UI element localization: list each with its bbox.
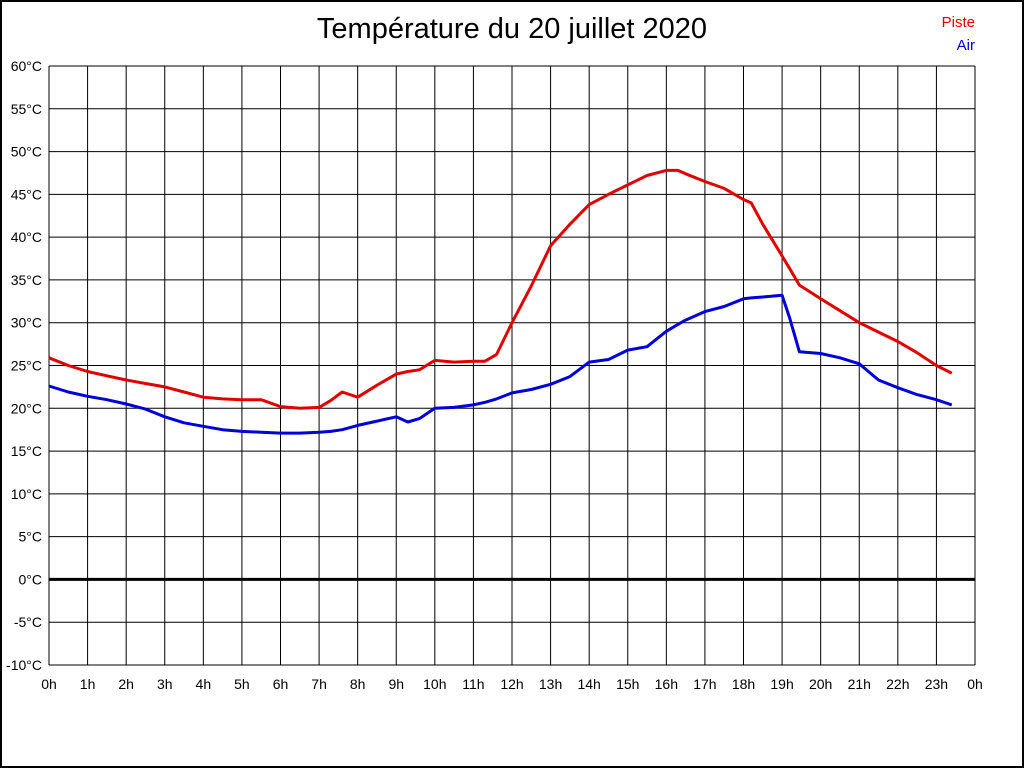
- series-line-air: [48, 293, 953, 435]
- legend-item-piste: Piste: [941, 14, 975, 31]
- y-tick-label: 10°C: [11, 486, 42, 502]
- x-tick-label: 12h: [500, 676, 523, 692]
- chart-title: Température du 20 juillet 2020: [316, 13, 708, 45]
- y-tick-label: 50°C: [11, 144, 42, 160]
- x-tick-label: 10h: [423, 676, 446, 692]
- x-tick-label: 5h: [234, 676, 250, 692]
- x-tick-label: 21h: [848, 676, 871, 692]
- y-tick-label: 35°C: [11, 272, 42, 288]
- x-tick-label: 9h: [388, 676, 404, 692]
- y-tick-label: 45°C: [11, 186, 42, 202]
- x-tick-label: 23h: [925, 676, 948, 692]
- x-tick-label: 1h: [80, 676, 96, 692]
- x-tick-label: 19h: [770, 676, 793, 692]
- x-tick-label: 20h: [809, 676, 832, 692]
- x-tick-label: 17h: [693, 676, 716, 692]
- x-tick-label: 8h: [350, 676, 366, 692]
- x-tick-label: 14h: [577, 676, 600, 692]
- x-tick-label: 2h: [118, 676, 134, 692]
- x-tick-label: 22h: [886, 676, 909, 692]
- x-tick-label: 13h: [539, 676, 562, 692]
- x-tick-label: 4h: [196, 676, 212, 692]
- y-tick-label: 0°C: [19, 571, 43, 587]
- x-tick-label: 11h: [462, 676, 484, 692]
- y-tick-label: -5°C: [14, 614, 42, 630]
- x-tick-label: 0h: [41, 676, 57, 692]
- x-tick-label: 7h: [311, 676, 327, 692]
- series-line-piste: [48, 168, 953, 410]
- x-tick-label: 3h: [157, 676, 173, 692]
- legend-item-air: Air: [956, 37, 975, 54]
- y-tick-label: 60°C: [11, 58, 42, 74]
- x-tick-label: 0h: [967, 676, 983, 692]
- x-tick-label: 15h: [616, 676, 639, 692]
- y-tick-label: 25°C: [11, 358, 42, 374]
- y-tick-label: 5°C: [19, 529, 43, 545]
- y-tick-label: 30°C: [11, 315, 42, 331]
- x-tick-label: 18h: [732, 676, 755, 692]
- x-tick-label: 6h: [273, 676, 289, 692]
- x-tick-label: 16h: [655, 676, 678, 692]
- y-tick-label: 15°C: [11, 443, 42, 459]
- y-tick-label: 55°C: [11, 101, 42, 117]
- y-tick-label: 20°C: [11, 400, 42, 416]
- chart-legend: Piste Air: [942, 11, 975, 57]
- y-tick-label: -10°C: [6, 657, 42, 673]
- y-tick-label: 40°C: [11, 229, 42, 245]
